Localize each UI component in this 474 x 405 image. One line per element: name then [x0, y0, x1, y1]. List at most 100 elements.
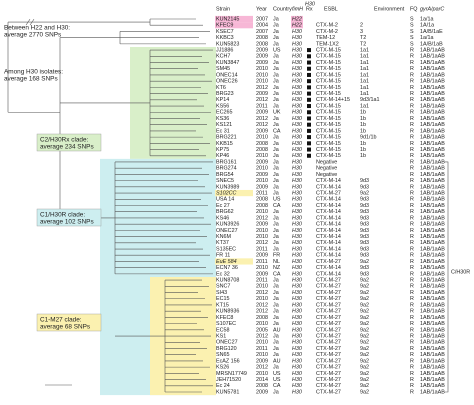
- cell-qrdr: 1AB/1aAB: [420, 271, 445, 277]
- header-esbl: ESBL: [324, 6, 338, 12]
- annotation-box: [36, 313, 102, 332]
- cell-esbl: CTX-M-27: [316, 296, 341, 302]
- cell-strain: KUN2145: [216, 16, 239, 22]
- cell-fq: R: [410, 135, 414, 141]
- cell-strain: EuE 584: [216, 259, 237, 265]
- annotation: C1/H30R clade:: [40, 212, 85, 219]
- cell-fimh: H30: [292, 327, 302, 333]
- cell-strain: KUN8708: [216, 278, 239, 284]
- cell-fimh: H30: [292, 48, 302, 54]
- cell-fq: R: [410, 309, 414, 315]
- rx-marker: [307, 79, 311, 84]
- cell-strain: KUN8936: [216, 309, 239, 315]
- cell-country: Ja: [273, 278, 279, 284]
- cell-fq: R: [410, 79, 414, 85]
- cell-env: 9a2: [360, 358, 369, 364]
- cell-qrdr: 1AB/1aAB: [420, 116, 445, 122]
- cell-strain: USA 14: [216, 197, 234, 203]
- cell-strain: KFEC9: [216, 23, 233, 29]
- cell-country: Ja: [273, 302, 279, 308]
- cell-esbl: CTX-M-15: [316, 122, 341, 128]
- cell-env: 9d3: [360, 246, 369, 252]
- cell-fq: R: [410, 234, 414, 240]
- cell-year: 2011: [256, 246, 268, 252]
- cell-fq: R: [410, 85, 414, 91]
- cell-env: 9a2: [360, 315, 369, 321]
- cell-strain: KN6M: [216, 234, 231, 240]
- cell-strain: KKB15: [216, 141, 233, 147]
- cell-esbl: CTX-M-15: [316, 48, 341, 54]
- cell-qrdr: 1AB/1aAB: [420, 315, 445, 321]
- cell-country: Ja: [273, 309, 279, 315]
- rx-marker: [307, 72, 311, 77]
- cell-fq: R: [410, 377, 414, 383]
- rx-marker: [307, 122, 311, 127]
- cell-esbl: CTX-M-27: [316, 340, 341, 346]
- cell-country: Ja: [273, 346, 279, 352]
- cell-country: Ja: [273, 79, 279, 85]
- cell-year: 2014: [256, 377, 268, 383]
- cell-esbl: CTX-M-14: [316, 178, 341, 184]
- cell-qrdr: 1AB/1aAB: [420, 333, 445, 339]
- cell-strain: ONEC14: [216, 72, 238, 78]
- cell-qrdr: 1AB/1aAB: [420, 246, 445, 252]
- cell-esbl: CTX-M-14: [316, 215, 341, 221]
- cell-esbl: CTX-M-15: [316, 91, 341, 97]
- cell-year: 2011: [256, 346, 268, 352]
- cell-strain: KS46: [216, 215, 229, 221]
- cell-qrdr: 1AB/1aAB: [420, 383, 445, 389]
- cell-esbl: CTX-M-14: [316, 184, 341, 190]
- cell-fimh: H30: [292, 321, 302, 327]
- cell-country: Ja: [273, 290, 279, 296]
- cell-env: 9a2: [360, 383, 369, 389]
- cell-esbl: CTX-M-15: [316, 103, 341, 109]
- cell-env: 9a2: [360, 290, 369, 296]
- annotation: Between H22 and H30:: [4, 25, 70, 32]
- cell-strain: KP46: [216, 153, 229, 159]
- cell-fimh: H30: [292, 209, 302, 215]
- cell-fimh: H30: [292, 296, 302, 302]
- cell-strain: KT37: [216, 240, 229, 246]
- annotation: average 68 SNPs: [40, 324, 90, 331]
- cell-fimh: H30: [292, 184, 302, 190]
- cell-fimh: H30: [292, 284, 302, 290]
- cell-strain: ECN7 36: [216, 265, 238, 271]
- cell-country: Ja: [273, 54, 279, 60]
- cell-fimh: H30: [292, 215, 302, 221]
- cell-strain: BRG120: [216, 346, 237, 352]
- cell-esbl: CTX-M-15: [316, 128, 341, 134]
- cell-fimh: H30: [292, 259, 302, 265]
- cell-fimh: H30: [292, 228, 302, 234]
- cell-fimh: H30: [292, 365, 302, 371]
- cell-esbl: Negative: [316, 166, 337, 172]
- cell-env: 1a1: [360, 54, 369, 60]
- cell-qrdr: 1AB/1aAB: [420, 253, 445, 259]
- cell-env: 1a1: [360, 79, 369, 85]
- cell-strain: EC15: [216, 296, 230, 302]
- cell-country: Ja: [273, 178, 279, 184]
- cell-qrdr: 1AB/1aAB: [420, 259, 445, 265]
- cell-fimh: H30: [292, 377, 302, 383]
- cell-esbl: CTX-M-27: [316, 284, 341, 290]
- cell-fimh: H22: [292, 23, 302, 29]
- header-strain: Strain: [216, 6, 230, 12]
- cell-fq: R: [410, 389, 414, 395]
- cell-strain: MRSN17749: [216, 371, 247, 377]
- cell-fq: R: [410, 284, 414, 290]
- cell-strain: KUN5823: [216, 41, 239, 47]
- cell-esbl: CTX-M-14: [316, 253, 341, 259]
- cell-fimh: H30: [292, 128, 302, 134]
- cell-year: 2009: [256, 48, 268, 54]
- cell-qrdr: 1AB/1aAB: [420, 184, 445, 190]
- cell-env: 9d3: [360, 240, 369, 246]
- rx-marker: [307, 104, 311, 109]
- header-fq: FQ: [410, 6, 418, 12]
- cell-fimh: H30: [292, 190, 302, 196]
- cell-fimh: H30: [292, 253, 302, 259]
- cell-qrdr: 1AB/1aAB: [420, 327, 445, 333]
- cell-env: 9a2: [360, 327, 369, 333]
- cell-fq: R: [410, 340, 414, 346]
- cell-esbl: CTX-M-14: [316, 246, 341, 252]
- cell-esbl: CTX-M-14: [316, 240, 341, 246]
- cell-qrdr: 1AB/1aAB: [420, 340, 445, 346]
